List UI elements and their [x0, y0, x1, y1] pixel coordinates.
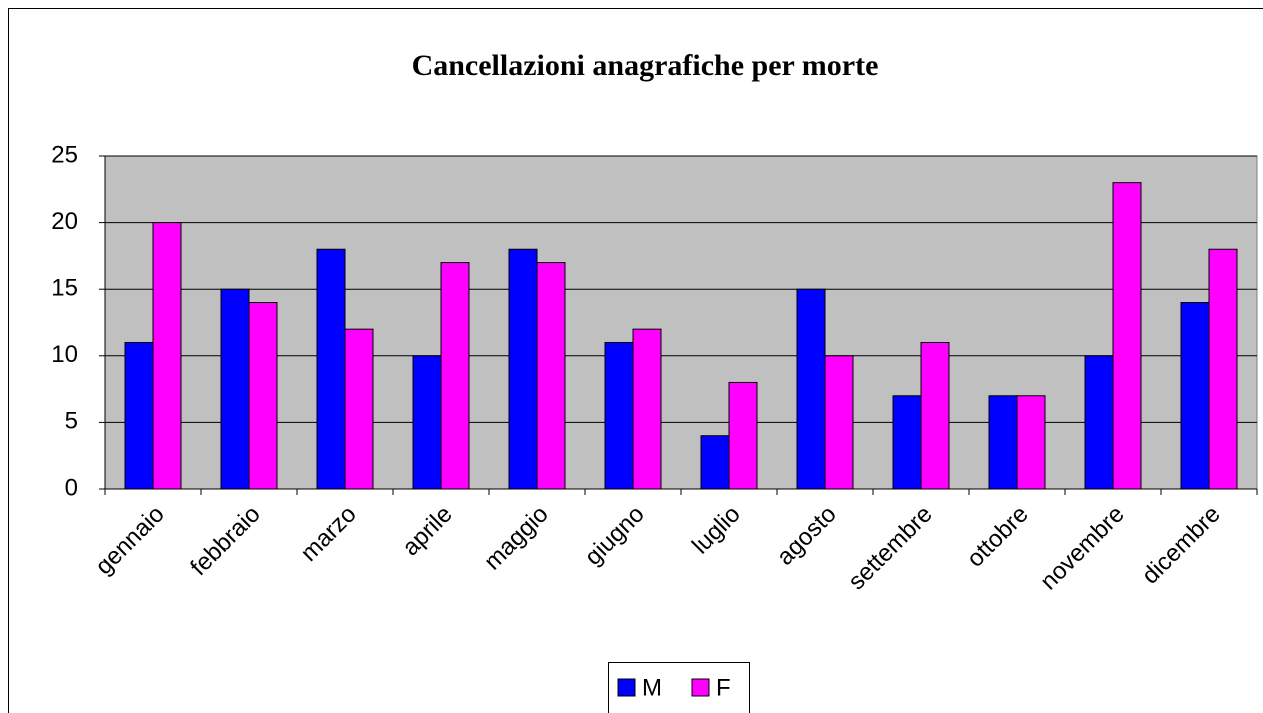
bar	[1112, 182, 1142, 490]
bar	[604, 341, 634, 490]
y-tick-label: 5	[65, 408, 78, 435]
bar	[152, 222, 182, 490]
bar	[220, 288, 250, 490]
y-tick-label: 25	[51, 141, 78, 168]
y-tick-label: 0	[65, 474, 78, 501]
bar	[1084, 355, 1114, 490]
bar	[892, 395, 922, 490]
bar	[1180, 302, 1210, 490]
y-tick-label: 10	[51, 341, 78, 368]
bar	[248, 302, 278, 490]
bar	[344, 328, 374, 490]
bar	[316, 248, 346, 490]
bar	[632, 328, 662, 490]
bar	[1208, 248, 1238, 490]
bar	[440, 262, 470, 490]
bar	[508, 248, 538, 490]
bar	[700, 435, 730, 490]
chart-title: Cancellazioni anagrafiche per morte	[412, 49, 879, 82]
bar	[1016, 395, 1046, 490]
bar	[728, 381, 758, 490]
bar	[796, 288, 826, 490]
plot-area	[104, 155, 1258, 490]
legend-label: M	[642, 674, 662, 701]
bar	[920, 341, 950, 490]
y-tick-label: 20	[51, 208, 78, 235]
legend-label: F	[716, 674, 731, 701]
bar	[988, 395, 1018, 490]
bar	[412, 355, 442, 490]
bar	[824, 355, 854, 490]
y-tick-label: 15	[51, 275, 78, 302]
legend-swatch	[691, 678, 710, 697]
legend-swatch	[617, 678, 636, 697]
bar	[536, 262, 566, 490]
bar	[124, 341, 154, 490]
